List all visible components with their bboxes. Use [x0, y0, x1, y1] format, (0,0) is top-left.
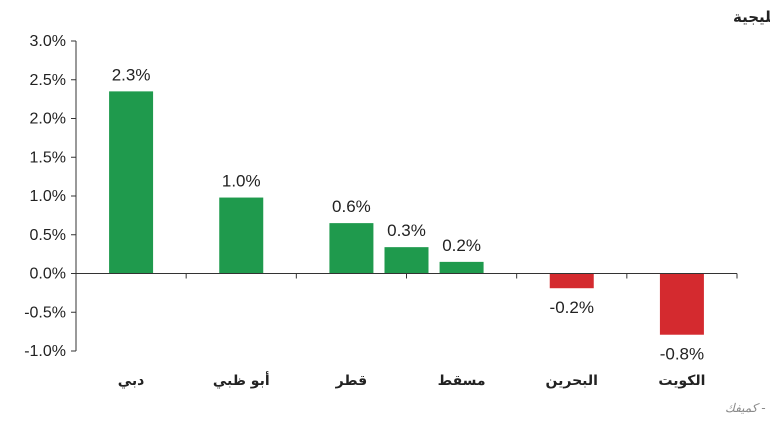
- data-label: -0.2%: [550, 298, 594, 317]
- data-label: 1.0%: [222, 172, 261, 191]
- category-label: أبو ظبي: [213, 371, 270, 389]
- y-tick-label: -0.5%: [24, 304, 66, 321]
- y-tick-label: 2.5%: [30, 72, 66, 89]
- data-label: -0.8%: [660, 345, 704, 364]
- y-tick-label: 0.0%: [30, 266, 66, 283]
- data-label: 0.6%: [332, 197, 371, 216]
- bar: [659, 273, 704, 335]
- y-tick-label: 3.0%: [30, 33, 66, 50]
- category-label: الكويت: [658, 373, 705, 389]
- source-note: المصدر: إدارة البحوث - كميفك: [725, 401, 770, 415]
- data-label: 0.3%: [387, 221, 426, 240]
- bar: [549, 273, 594, 289]
- category-label: قطر: [335, 373, 368, 389]
- chart-title: التغير الأسبوعي لمؤشرات أسواق الأسهم الخ…: [733, 7, 770, 26]
- y-tick-label: 0.5%: [30, 227, 66, 244]
- y-tick-label: 1.0%: [30, 188, 66, 205]
- bar: [439, 261, 484, 274]
- bar: [384, 247, 429, 274]
- data-label: 0.2%: [442, 236, 481, 255]
- y-tick-label: 1.5%: [30, 149, 66, 166]
- bar: [329, 223, 374, 274]
- y-tick-label: -1.0%: [24, 343, 66, 360]
- category-label: مسقط: [438, 373, 486, 389]
- bars-group: 2.3% 1.0% 0.6% 0.3% 0.2% -0.2% -0.8%: [109, 65, 704, 364]
- category-label: دبي: [118, 373, 145, 389]
- bar: [219, 197, 264, 274]
- data-label: 2.3%: [112, 65, 151, 84]
- category-label: البحرين: [546, 373, 598, 389]
- x-axis: دبي أبو ظبي قطر مسقط البحرين الكويت: [75, 273, 738, 389]
- bar: [109, 91, 154, 274]
- y-axis: 3.0% 2.5% 2.0% 1.5% 1.0% 0.5% 0.0% -0.5% -1.0%: [24, 33, 77, 360]
- y-tick-label: 2.0%: [30, 111, 66, 128]
